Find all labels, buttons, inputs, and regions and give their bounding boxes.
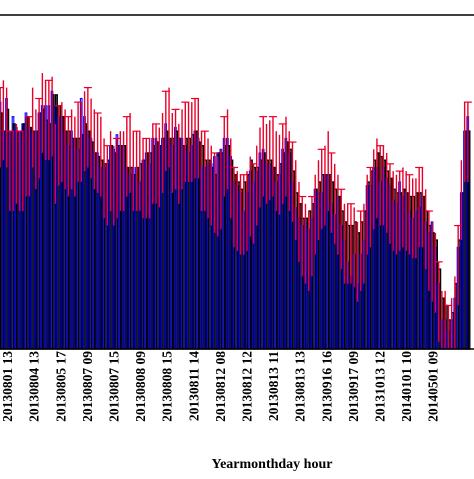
x-tick-label: 20130917 09 [346,351,361,422]
error-bars-layer [0,73,472,349]
x-tick-label: 20130808 09 [133,351,148,422]
x-tick-label: 20130812 08 [213,351,228,422]
x-tick-label: 20140101 10 [399,351,414,422]
x-tick-label: 20130916 16 [319,351,334,422]
x-tick-labels: 20130801 13 20130804 13 20130805 17 2013080… [0,351,441,422]
x-tick-label: 20130813 13 [293,351,308,422]
x-tick-label: 20131013 12 [372,351,387,422]
x-tick-label: 20130811 14 [186,351,201,421]
x-axis-label: Yearmonthday hour [212,457,333,472]
x-tick-label: 20130805 17 [53,351,68,422]
x-tick-label: 20130808 15 [160,351,175,422]
x-tick-label: 20130812 12 [239,351,254,422]
x-tick-label: 20130813 11 [266,351,281,421]
x-tick-label: 20130801 13 [0,351,15,422]
x-tick-label: 20130807 15 [106,351,121,422]
x-tick-label: 20130804 13 [27,351,42,422]
x-tick-label: 20130807 09 [80,351,95,422]
x-tick-label: 20140501 09 [426,351,441,422]
